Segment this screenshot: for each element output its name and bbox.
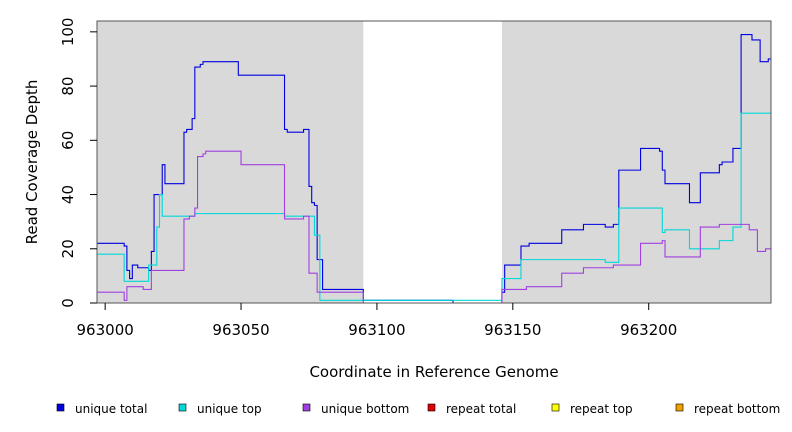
x-tick-label: 963200 [620,321,677,339]
legend-swatch-unique-bottom [302,403,311,412]
legend-label-unique-total: unique total [75,402,147,416]
legend-swatch-repeat-bottom [675,403,684,412]
legend-label-unique-bottom: unique bottom [321,402,409,416]
y-axis: 0 20 40 60 80 100 [59,18,97,308]
x-tick-label: 963050 [212,321,269,339]
x-axis-label: Coordinate in Reference Genome [309,363,558,381]
shaded-region-left [97,21,364,303]
legend-label-repeat-top: repeat top [570,402,633,416]
legend-swatch-repeat-top [551,403,560,412]
legend: unique total unique top unique bottom repea… [56,402,780,416]
x-axis: 963000 963050 963100 963150 963200 [77,303,677,339]
legend-label-repeat-bottom: repeat bottom [694,402,780,416]
y-axis-label: Read Coverage Depth [23,80,41,245]
y-tick-label: 60 [59,131,77,150]
y-tick-label: 0 [59,298,77,308]
legend-swatch-unique-top [178,403,187,412]
legend-label-unique-top: unique top [197,402,262,416]
legend-swatch-unique-total [56,403,65,412]
y-tick-label: 80 [59,77,77,96]
x-tick-label: 963150 [484,321,541,339]
series-line-unique-top [97,112,771,301]
y-tick-label: 20 [59,239,77,258]
y-tick-label: 100 [59,18,77,47]
legend-label-repeat-total: repeat total [446,402,516,416]
x-tick-label: 963000 [77,321,134,339]
x-tick-label: 963100 [348,321,405,339]
y-tick-label: 40 [59,185,77,204]
legend-swatch-repeat-total [427,403,436,412]
plot-frame [96,20,772,304]
series-line-unique-bottom [97,150,771,304]
